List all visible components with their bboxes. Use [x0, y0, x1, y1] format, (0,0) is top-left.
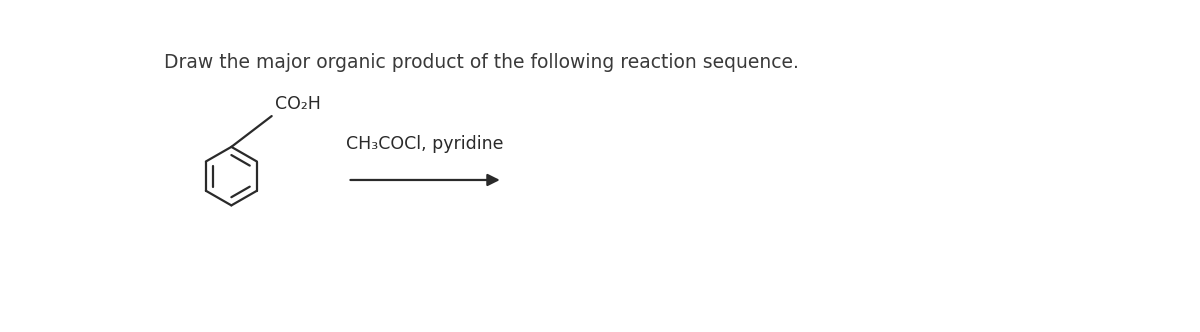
Text: CO₂H: CO₂H: [275, 95, 320, 113]
Text: Draw the major organic product of the following reaction sequence.: Draw the major organic product of the fo…: [164, 53, 799, 72]
Text: CH₃COCl, pyridine: CH₃COCl, pyridine: [347, 135, 504, 153]
